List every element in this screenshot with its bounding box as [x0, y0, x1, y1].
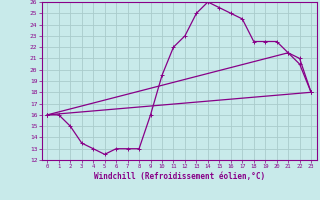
X-axis label: Windchill (Refroidissement éolien,°C): Windchill (Refroidissement éolien,°C): [94, 172, 265, 181]
